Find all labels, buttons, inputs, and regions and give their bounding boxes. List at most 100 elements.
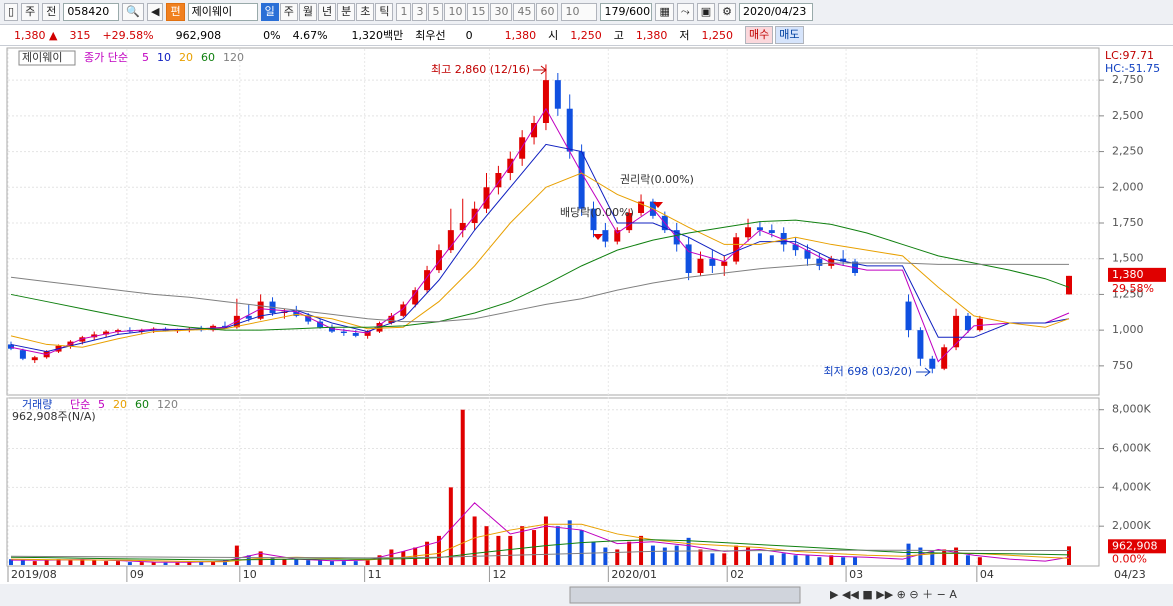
volume-bar — [318, 560, 323, 565]
x-tick-label: 02 — [730, 568, 744, 581]
sound-button[interactable]: ◀ — [147, 3, 164, 21]
legend-entry: 120 — [157, 398, 178, 411]
volume-bar — [365, 560, 370, 565]
period-button[interactable]: 주 — [279, 3, 298, 21]
volume-bar — [56, 559, 61, 565]
volume-bar — [954, 547, 959, 565]
scroll-buttons[interactable]: ▶ ◀◀ ■ ▶▶ ⊕ ⊖ ＋ − A — [830, 588, 957, 601]
layout-button[interactable]: ▯ — [4, 3, 19, 21]
search-button[interactable]: 🔍 — [122, 3, 145, 21]
number-button[interactable]: 3 — [412, 3, 428, 21]
best-label: 최우선 — [415, 29, 446, 42]
volume-bar — [20, 560, 25, 565]
candle-body — [400, 304, 407, 316]
y-tick-label: 6,000K — [1112, 442, 1151, 455]
volume-bar — [781, 553, 786, 565]
candle-body — [816, 258, 823, 266]
volume-bar — [425, 541, 430, 565]
x-tick-label: 12 — [492, 568, 506, 581]
period-button[interactable]: 일 — [260, 3, 279, 21]
x-tick-label: 10 — [243, 568, 257, 581]
save-button[interactable]: ▣ — [696, 3, 716, 21]
volume-bar — [930, 551, 935, 565]
volume-bar — [965, 555, 970, 565]
volume-bar — [579, 530, 584, 565]
number-button[interactable]: 1 — [396, 3, 412, 21]
period-button[interactable]: 틱 — [375, 3, 394, 21]
candle-body — [840, 258, 847, 262]
y-tick-label: 750 — [1112, 359, 1133, 372]
ratio: 4.67% — [292, 28, 328, 42]
volume-bar — [484, 526, 489, 565]
scroll-thumb[interactable] — [569, 586, 801, 604]
code-input[interactable]: 058420 — [63, 3, 120, 21]
last-volume-box — [1108, 539, 1166, 554]
number-button[interactable]: 30 — [490, 3, 513, 21]
volume-summary: 962,908주(N/A) — [12, 410, 96, 423]
volume-bar — [306, 560, 311, 565]
candle-body — [745, 227, 752, 238]
number-button[interactable]: 5 — [428, 3, 444, 21]
edit-flag[interactable]: 편 — [166, 3, 185, 21]
volume-bar — [341, 561, 346, 565]
number-button[interactable]: 10 — [444, 3, 467, 21]
x-tick-label: 04 — [980, 568, 994, 581]
moving-average — [10, 219, 1070, 331]
period-button[interactable]: 초 — [356, 3, 375, 21]
number-button[interactable]: 60 — [536, 3, 559, 21]
candle-body — [495, 173, 502, 188]
number-button[interactable]: 15 — [467, 3, 490, 21]
scope-select[interactable]: 전 — [42, 3, 61, 21]
period-button[interactable]: 월 — [298, 3, 317, 21]
annotation-arrow — [916, 367, 931, 377]
candle-body — [976, 318, 983, 331]
tool-button[interactable]: ⤳ — [676, 3, 694, 21]
legend-entry: 5 — [98, 398, 105, 411]
sell-button[interactable]: 매도 — [775, 26, 804, 44]
volume-bar — [92, 560, 97, 565]
date-input[interactable]: 2020/04/23 — [738, 3, 813, 21]
number-button[interactable]: 45 — [513, 3, 536, 21]
best-price: 1,380 — [504, 28, 537, 42]
volume-bar — [615, 549, 620, 565]
volume-bar — [722, 553, 727, 565]
buy-button[interactable]: 매수 — [745, 26, 774, 44]
volume-bar — [448, 487, 453, 565]
period-button[interactable]: 년 — [317, 3, 337, 21]
volume: 962,908 — [175, 28, 222, 42]
volume-bar — [222, 560, 227, 565]
candle-body — [8, 344, 14, 349]
count-select[interactable]: 10 — [561, 3, 598, 21]
last-rate-label: 29.58% — [1112, 282, 1154, 295]
market-select[interactable]: 주 — [21, 3, 40, 21]
volume-bar — [377, 555, 382, 565]
tool-button[interactable]: ▦ — [655, 3, 674, 21]
volume-bar — [472, 516, 477, 565]
volume-bar — [211, 561, 216, 565]
candle-body — [792, 244, 799, 251]
candle-body — [388, 315, 395, 323]
volume-bar — [460, 409, 465, 565]
settings-button[interactable]: ⚙ — [718, 3, 736, 21]
candle-body — [709, 258, 716, 266]
volume-bar — [853, 557, 858, 565]
moving-average — [10, 143, 1070, 353]
candle-body — [917, 330, 924, 359]
candle-body — [638, 201, 645, 213]
period-button[interactable]: 분 — [337, 3, 356, 21]
price: 1,380 ▲ — [14, 28, 58, 42]
name-input[interactable]: 제이웨이 — [187, 3, 258, 21]
range-input[interactable]: 179/600 — [600, 3, 653, 21]
candle-body — [780, 233, 787, 245]
candle-body — [531, 123, 538, 138]
volume-bar — [650, 545, 655, 565]
candle-body — [756, 227, 763, 231]
moving-average — [10, 262, 1069, 323]
volume-bar — [520, 526, 525, 565]
volume-bar — [68, 560, 73, 565]
volume-bar — [32, 561, 37, 565]
candle-body — [435, 250, 442, 271]
candle-body — [114, 330, 121, 332]
low-label: 저 — [679, 29, 690, 42]
